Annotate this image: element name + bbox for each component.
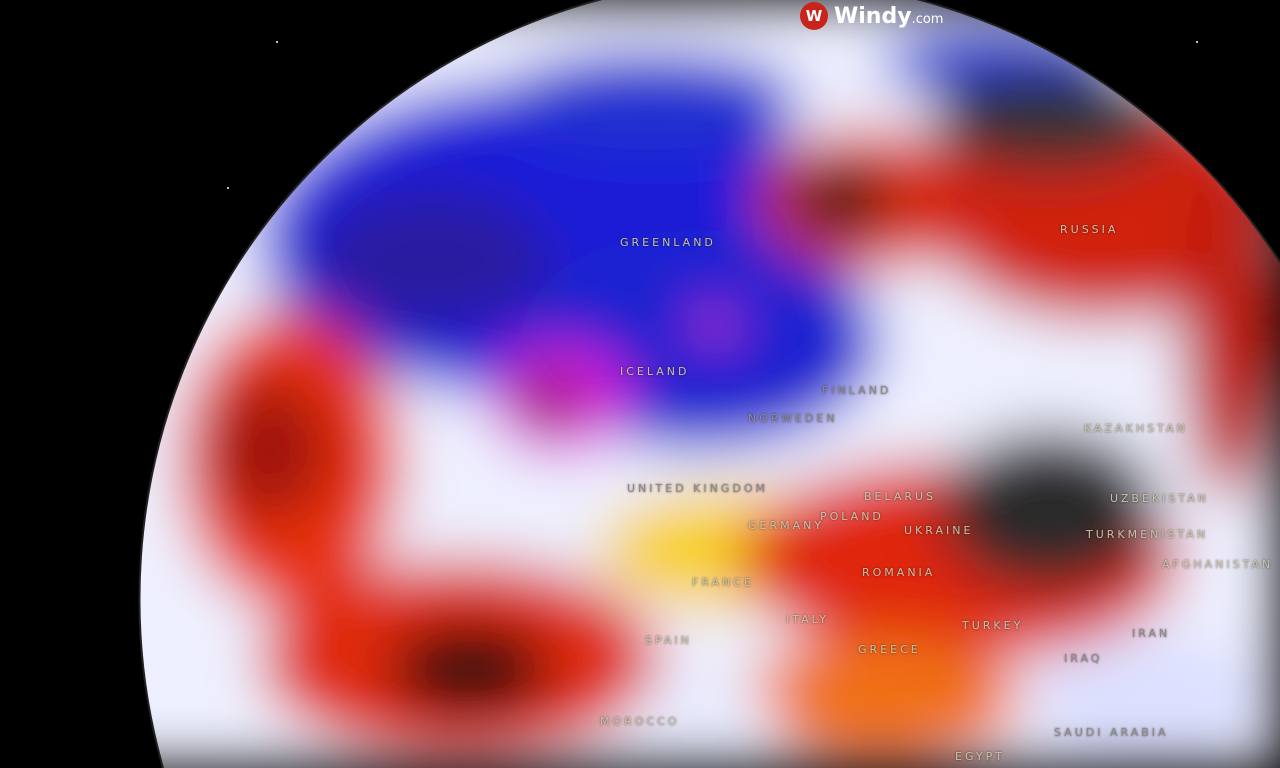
label-france: FRANCE [692, 576, 754, 589]
brand-suffix: .com [911, 11, 944, 27]
label-russia: RUSSIA [1060, 223, 1119, 236]
label-saudi-arabia: SAUDI ARABIA [1054, 726, 1169, 739]
label-egypt: EGYPT [955, 750, 1005, 763]
brand-name: Windy [834, 3, 912, 29]
label-united-kingdom: UNITED KINGDOM [627, 482, 768, 495]
windy-logo[interactable]: W Windy.com [800, 2, 943, 30]
label-iran: IRAN [1132, 627, 1171, 640]
label-iraq: IRAQ [1064, 652, 1103, 665]
globe-edge [138, 0, 1280, 768]
label-finland: FINLAND [822, 384, 892, 397]
label-turkmenistan: TURKMENISTAN [1086, 528, 1209, 541]
label-turkey: TURKEY [962, 619, 1024, 632]
label-belarus: BELARUS [864, 490, 937, 503]
label-iceland: ICELAND [620, 365, 690, 378]
label-germany: GERMANY [748, 519, 825, 532]
label-spain: SPAIN [645, 634, 692, 647]
windy-logo-icon: W [800, 2, 828, 30]
label-greece: GREECE [858, 643, 921, 656]
label-greenland: GREENLAND [620, 236, 716, 249]
label-ukraine: UKRAINE [904, 524, 974, 537]
label-romania: ROMANIA [862, 566, 936, 579]
label-poland: POLAND [820, 510, 884, 523]
label-morocco: MOROCCO [600, 715, 680, 728]
label-italy: ITALY [786, 613, 830, 626]
label-afghanistan: AFGHANISTAN [1162, 558, 1274, 571]
label-norway-sweden: NORWEDEN [748, 412, 838, 425]
label-uzbekistan: UZBEKISTAN [1110, 492, 1209, 505]
stars [227, 41, 1198, 189]
label-kazakhstan: KAZAKHSTAN [1084, 422, 1188, 435]
